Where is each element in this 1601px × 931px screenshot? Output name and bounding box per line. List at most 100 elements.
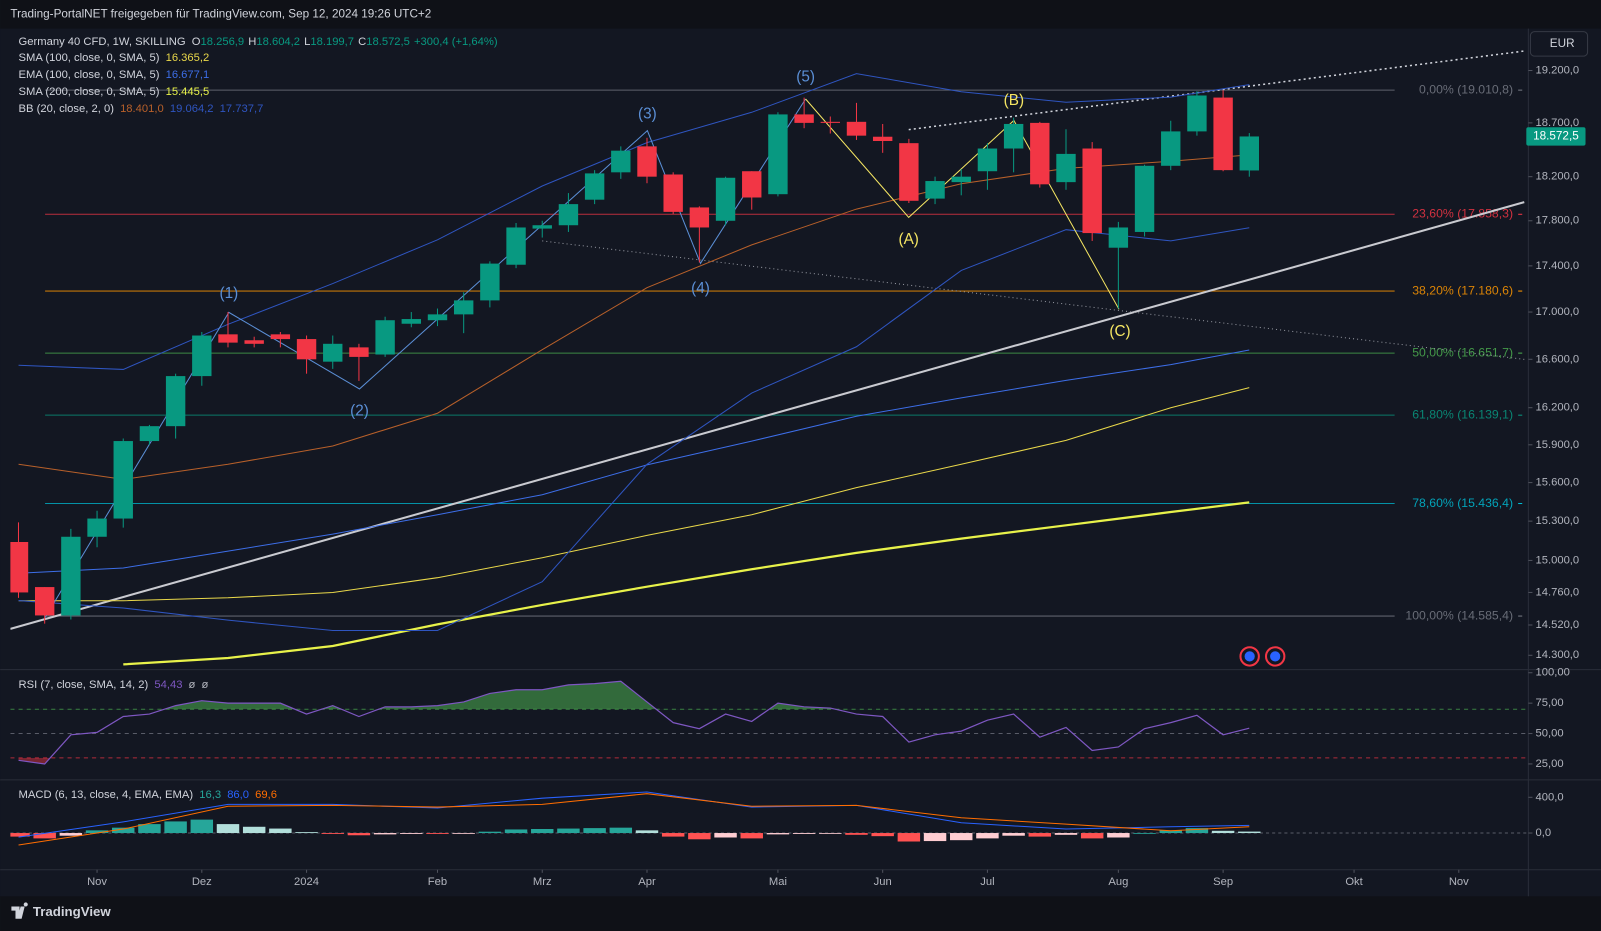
legend-row: MACD (6, 13, close, 4, EMA, EMA) 16,3 86,0… <box>19 789 277 801</box>
macd-pane <box>10 791 1529 846</box>
currency-label[interactable]: EUR <box>1550 37 1575 50</box>
x-tick-label: Okt <box>1345 876 1363 888</box>
y-tick-label: 17.800,0 <box>1536 215 1580 227</box>
macd-histogram-bar <box>478 831 502 834</box>
y-tick-label: 18.700,0 <box>1536 117 1580 129</box>
macd-histogram-bar <box>766 833 790 835</box>
last-price-label: 18.572,5 <box>1533 130 1579 143</box>
macd-histogram-bar <box>347 833 371 836</box>
macd-histogram-bar <box>1133 833 1156 834</box>
candle-body <box>899 143 919 201</box>
header-bar <box>0 0 1601 29</box>
x-tick-label: Aug <box>1108 876 1128 888</box>
macd-histogram-bar <box>1028 833 1052 837</box>
legend-row: EMA (100, close, 0, SMA, 5) 16.677,1 <box>19 69 210 81</box>
macd-histogram-bar <box>1080 833 1104 839</box>
candle-body <box>925 181 945 199</box>
candle-body <box>977 148 998 172</box>
candle-body <box>506 227 526 265</box>
candle-body <box>34 587 55 616</box>
macd-histogram-bar <box>950 833 973 841</box>
legend-item: 16.365,2 <box>166 52 210 64</box>
macd-histogram-bar <box>504 829 528 834</box>
macd-histogram-bar <box>1002 833 1025 836</box>
legend-item: H <box>248 36 256 48</box>
legend-item: 18.572,5 <box>366 36 410 48</box>
candle-body <box>611 150 631 173</box>
macd-histogram-bar <box>688 833 711 840</box>
candle-body <box>10 541 29 593</box>
y-tick-label: 0,0 <box>1536 827 1552 839</box>
x-tick-label: Feb <box>428 876 447 888</box>
legend-item: ø <box>189 679 196 691</box>
candle-body <box>584 173 605 200</box>
macd-histogram-bar <box>1054 833 1078 835</box>
fib-label: 100,00% (14.585,4) <box>1405 608 1513 622</box>
candle-body <box>113 441 133 519</box>
macd-histogram-bar <box>740 833 763 839</box>
candle-body <box>427 314 448 321</box>
event-icons[interactable] <box>1239 646 1286 667</box>
macd-histogram-bar <box>269 828 292 834</box>
legend-item: 18.199,7 <box>310 36 354 48</box>
macd-histogram-bar <box>112 827 135 834</box>
wave-label: (4) <box>691 280 710 297</box>
candle-body <box>1134 165 1155 232</box>
candle-body <box>244 340 264 344</box>
candle-body <box>296 339 317 360</box>
macd-histogram-bar <box>661 833 685 837</box>
candle-body <box>323 343 343 362</box>
y-tick-label: 14.300,0 <box>1536 649 1580 661</box>
macd-histogram-bar <box>216 824 240 834</box>
macd-line <box>18 791 1250 838</box>
candle-body <box>1161 131 1181 166</box>
macd-histogram-bar <box>373 833 397 835</box>
macd-histogram-bar <box>190 819 214 834</box>
legend-row: SMA (200, close, 0, SMA, 5) 15.445,5 <box>19 86 210 98</box>
candle-body <box>742 171 762 198</box>
y-tick-label: 17.400,0 <box>1536 260 1580 272</box>
macd-histogram-bar <box>426 833 449 834</box>
legend-item: SMA (200, close, 0, SMA, 5) <box>19 86 160 98</box>
candle-body <box>768 114 788 195</box>
legend-item: O <box>192 36 201 48</box>
candle-body <box>820 121 841 123</box>
y-tick-label: 14.760,0 <box>1536 586 1580 598</box>
y-tick-label: 15.300,0 <box>1536 515 1580 527</box>
indicator-line <box>18 227 1250 631</box>
candle-body <box>663 174 683 212</box>
last-price-tag <box>1526 127 1586 146</box>
macd-histogram-bar <box>583 828 606 834</box>
overlay: 19.200,0 18.700,0 18.200,0 17.800,0 17.400,0… <box>19 36 1586 888</box>
candle-body <box>139 426 160 442</box>
candle-body <box>375 320 395 355</box>
candle-body <box>637 146 657 177</box>
trend-line <box>10 201 1525 630</box>
y-tick-label: 400,0 <box>1536 791 1564 803</box>
candle-body <box>453 300 474 315</box>
indicator-line <box>123 501 1250 666</box>
wave-label: (C) <box>1109 323 1130 340</box>
currency-button[interactable] <box>1529 31 1589 57</box>
legend-item: 18.604,2 <box>256 36 300 48</box>
macd-histogram-bar <box>85 830 109 834</box>
candle-body <box>951 176 971 183</box>
legend-item: 15.445,5 <box>166 86 210 98</box>
wave-label: (B) <box>1004 92 1024 109</box>
trend-line-dotted <box>908 50 1525 131</box>
candle-body <box>1082 148 1102 234</box>
legend-item: Germany 40 CFD, 1W, SKILLING <box>19 36 186 48</box>
trend-line-dotted <box>542 240 1525 360</box>
x-tick-label: Mrz <box>533 876 552 888</box>
wave-label: (2) <box>350 402 369 419</box>
legend-item: C <box>358 36 366 48</box>
fib-label: 38,20% (17.180,6) <box>1412 283 1513 297</box>
main-pane: 0,00% (19.010,8) 23,60% (17.858,3) 38,20% … <box>10 50 1525 666</box>
legend-item: MACD (6, 13, close, 4, EMA, EMA) <box>19 789 194 801</box>
fib-label: 23,60% (17.858,3) <box>1412 207 1513 221</box>
candle-body <box>1030 122 1050 185</box>
legend-item: 16.677,1 <box>166 69 210 81</box>
